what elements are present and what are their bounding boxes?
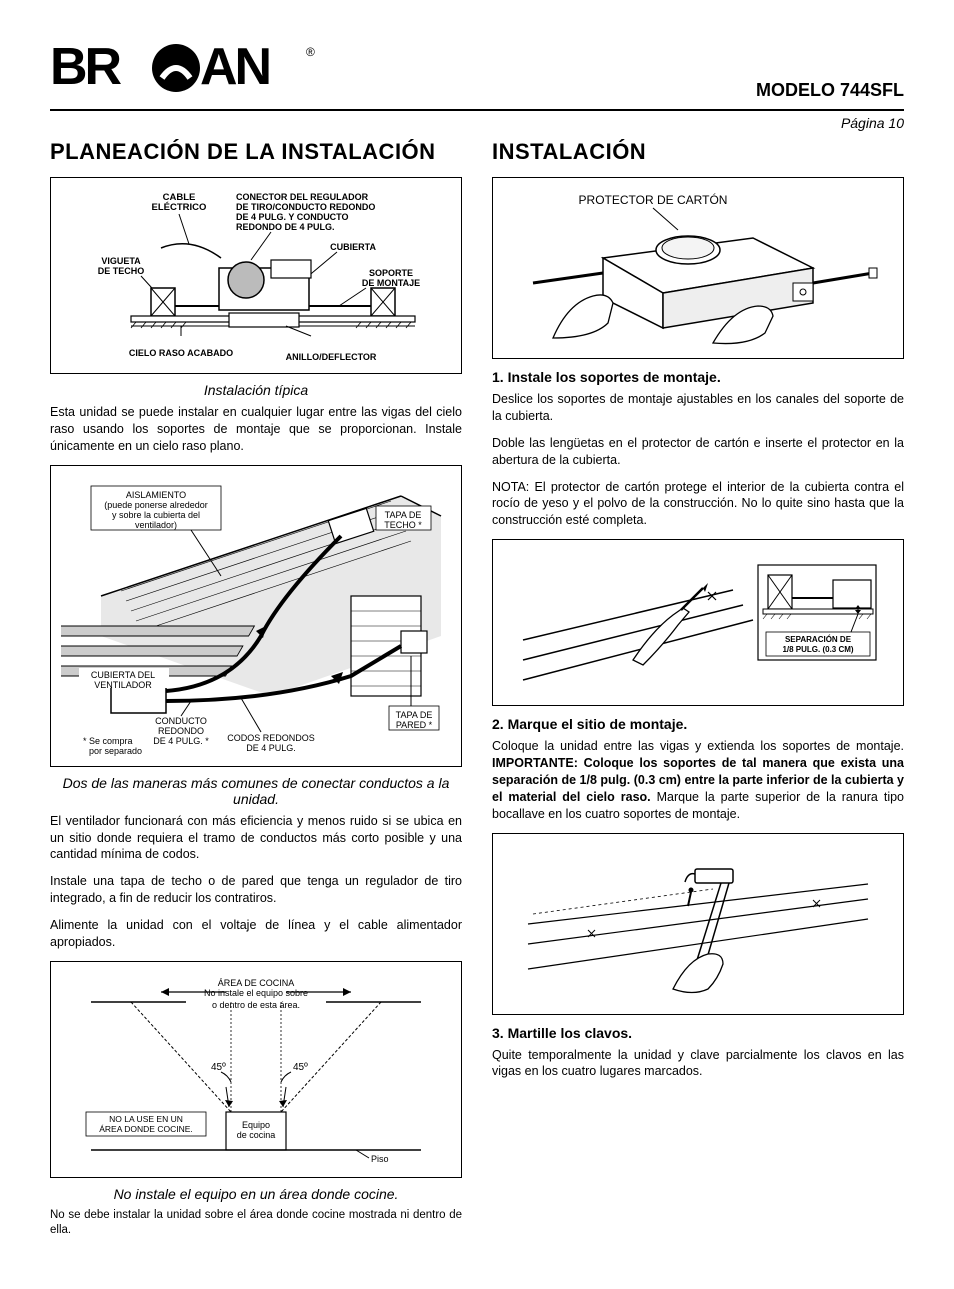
svg-text:TAPA DE: TAPA DE [396, 710, 433, 720]
svg-text:SOPORTE: SOPORTE [369, 268, 413, 278]
svg-text:CUBIERTA: CUBIERTA [330, 242, 376, 252]
svg-text:TECHO *: TECHO * [384, 520, 422, 530]
svg-text:CUBIERTA DEL: CUBIERTA DEL [91, 670, 155, 680]
fig-typical-install: CABLE ELÉCTRICO CONECTOR DEL REGULADOR D… [50, 177, 462, 374]
svg-text:VENTILADOR: VENTILADOR [94, 680, 152, 690]
svg-text:DE 4 PULG.: DE 4 PULG. [246, 743, 296, 753]
fig-duct-connect: AISLAMIENTO (puede ponerse alrededor y s… [50, 465, 462, 767]
step1-p3: NOTA: El protector de cartón protege el … [492, 479, 904, 530]
svg-text:45º: 45º [211, 1062, 226, 1073]
model-number: MODELO 744SFL [756, 80, 904, 101]
svg-text:DE 4 PULG. Y CONDUCTO: DE 4 PULG. Y CONDUCTO [236, 212, 349, 222]
svg-text:por separado: por separado [89, 746, 142, 756]
svg-text:45º: 45º [293, 1062, 308, 1073]
step1-p2: Doble las lengüetas en el protector de c… [492, 435, 904, 469]
left-column: PLANEACIÓN DE LA INSTALACIÓN CABLE ELÉCT… [50, 139, 462, 1249]
step3-head: 3. Martille los clavos. [492, 1025, 904, 1041]
svg-text:VIGUETA: VIGUETA [101, 256, 141, 266]
svg-text:DE 4 PULG. *: DE 4 PULG. * [153, 736, 209, 746]
svg-text:DE MONTAJE: DE MONTAJE [362, 278, 420, 288]
left-p5: No se debe instalar la unidad sobre el á… [50, 1208, 462, 1239]
fig-cooking-area: ÁREA DE COCINA No instale el equipo sobr… [50, 961, 462, 1178]
svg-text:Equipo: Equipo [242, 1120, 270, 1130]
fig-hammer-nails [492, 833, 904, 1015]
svg-text:DE TIRO/CONDUCTO REDONDO: DE TIRO/CONDUCTO REDONDO [236, 202, 375, 212]
fig-cardboard: PROTECTOR DE CARTÓN [492, 177, 904, 359]
svg-text:ANILLO/DEFLECTOR: ANILLO/DEFLECTOR [286, 352, 377, 362]
left-p2: El ventilador funcionará con más eficien… [50, 813, 462, 864]
svg-text:CONDUCTO: CONDUCTO [155, 716, 207, 726]
svg-text:REDONDO: REDONDO [158, 726, 204, 736]
step1-p1: Deslice los soportes de montaje ajustabl… [492, 391, 904, 425]
fig1-caption: Instalación típica [50, 382, 462, 398]
svg-text:TAPA DE: TAPA DE [385, 510, 422, 520]
svg-text:AN: AN [200, 40, 270, 96]
svg-text:(puede ponerse alrededor: (puede ponerse alrededor [104, 500, 208, 510]
svg-text:* Se compra: * Se compra [83, 736, 133, 746]
right-title: INSTALACIÓN [492, 139, 904, 165]
right-column: INSTALACIÓN PROTECTOR DE CARTÓN [492, 139, 904, 1249]
svg-text:SEPARACIÓN DE: SEPARACIÓN DE [785, 635, 852, 644]
page-header: BR AN ® MODELO 744SFL [50, 40, 904, 101]
step2-p1a: Coloque la unidad entre las vigas y exti… [492, 739, 904, 753]
svg-text:ÁREA DONDE COCINE.: ÁREA DONDE COCINE. [99, 1124, 193, 1134]
fig-mark-location: SEPARACIÓN DE 1/8 PULG. (0.3 CM) [492, 539, 904, 706]
step2-p1: Coloque la unidad entre las vigas y exti… [492, 738, 904, 822]
svg-text:ELÉCTRICO: ELÉCTRICO [152, 202, 207, 213]
svg-text:y sobre la cubierta del: y sobre la cubierta del [112, 510, 200, 520]
left-p1: Esta unidad se puede instalar en cualqui… [50, 404, 462, 455]
svg-text:PARED *: PARED * [396, 720, 433, 730]
fig-r1-label: PROTECTOR DE CARTÓN [579, 192, 728, 207]
left-p4: Alimente la unidad con el voltaje de lín… [50, 917, 462, 951]
fig2-caption: Dos de las maneras más comunes de conect… [50, 775, 462, 807]
left-p3: Instale una tapa de techo o de pared que… [50, 873, 462, 907]
content-columns: PLANEACIÓN DE LA INSTALACIÓN CABLE ELÉCT… [50, 139, 904, 1249]
brand-logo: BR AN ® [50, 40, 320, 101]
svg-text:de cocina: de cocina [237, 1130, 276, 1140]
svg-text:REDONDO DE 4 PULG.: REDONDO DE 4 PULG. [236, 222, 335, 232]
svg-text:Piso: Piso [371, 1154, 389, 1164]
svg-text:AISLAMIENTO: AISLAMIENTO [126, 490, 186, 500]
svg-text:1/8 PULG. (0.3 CM): 1/8 PULG. (0.3 CM) [782, 645, 853, 654]
svg-text:DE TECHO: DE TECHO [98, 266, 145, 276]
svg-text:CODOS REDONDOS: CODOS REDONDOS [227, 733, 315, 743]
svg-text:ÁREA DE COCINA: ÁREA DE COCINA [218, 978, 295, 988]
svg-text:CIELO RASO ACABADO: CIELO RASO ACABADO [129, 348, 233, 358]
fig3-caption: No instale el equipo en un área donde co… [50, 1186, 462, 1202]
svg-text:ventilador): ventilador) [135, 520, 177, 530]
svg-text:NO LA USE EN UN: NO LA USE EN UN [109, 1114, 183, 1124]
step1-head: 1. Instale los soportes de montaje. [492, 369, 904, 385]
step2-head: 2. Marque el sitio de montaje. [492, 716, 904, 732]
svg-text:BR: BR [50, 40, 122, 96]
page-number: Página 10 [50, 115, 904, 131]
left-title: PLANEACIÓN DE LA INSTALACIÓN [50, 139, 462, 165]
svg-text:®: ® [306, 45, 315, 59]
step3-p1: Quite temporalmente la unidad y clave pa… [492, 1047, 904, 1081]
svg-text:o dentro de esta área.: o dentro de esta área. [212, 1000, 300, 1010]
header-rule [50, 109, 904, 111]
svg-text:No instale el equipo sobre: No instale el equipo sobre [204, 988, 308, 998]
svg-text:CONECTOR DEL REGULADOR: CONECTOR DEL REGULADOR [236, 192, 369, 202]
